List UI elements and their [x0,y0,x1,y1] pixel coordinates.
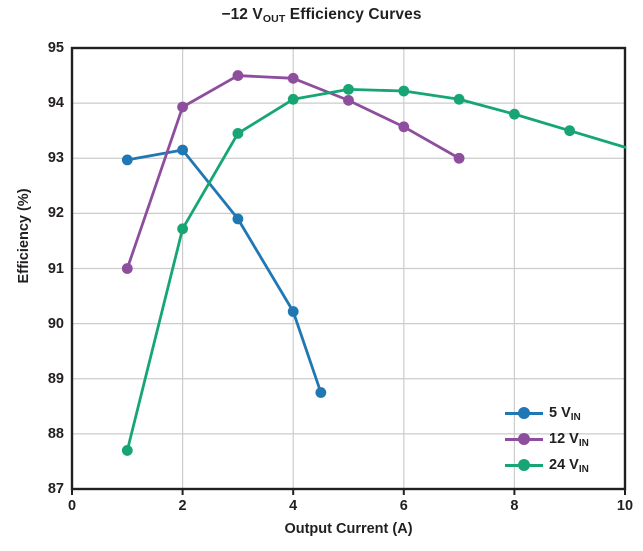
legend-label-subscript: IN [570,412,581,423]
data-point [121,154,133,166]
y-tick-label: 88 [47,425,64,442]
y-tick-label: 95 [47,40,64,56]
plot-frame [70,46,627,491]
x-tick-label: 4 [289,498,298,514]
legend-swatch-icon [505,456,543,474]
legend-swatch-icon [505,430,543,448]
x-tick-label: 10 [616,498,634,514]
data-point [453,152,465,164]
x-tick-label: 2 [178,498,187,514]
x-tick-label: 8 [510,498,519,514]
data-point [177,223,189,235]
legend-item-2: 24 VIN [505,452,589,478]
data-point [232,128,244,139]
y-tick-label: 94 [47,95,64,112]
x-axis-label: Output Current (A) [284,521,413,537]
data-point [287,72,299,84]
legend-item-0: 5 VIN [505,400,589,426]
data-point [564,125,576,137]
data-point [315,387,327,398]
data-point [121,445,133,456]
legend-label: 24 VIN [549,457,589,475]
y-tick-label: 87 [47,481,64,497]
data-point [232,70,244,81]
data-point [287,93,299,105]
data-point [509,108,520,120]
legend-label: 12 VIN [549,431,589,449]
data-point [343,83,354,95]
data-point [232,213,244,225]
data-point [453,93,465,105]
legend-label-subscript: IN [578,464,589,475]
series-line-2 [125,87,627,452]
data-point [398,121,410,133]
legend-item-1: 12 VIN [505,426,589,452]
data-point [177,101,189,113]
chart-title: −12 VOUT Efficiency Curves [0,6,643,25]
legend-swatch-icon [505,404,543,422]
y-tick-label: 90 [47,315,64,332]
data-point [343,94,354,106]
legend-label-subscript: IN [578,438,589,449]
legend-label-main: 12 V [549,431,579,447]
chart-title-main: −12 V [221,6,263,23]
chart-title-subscript: OUT [262,13,286,25]
data-point [177,144,189,156]
legend-label: 5 VIN [549,405,581,423]
chart-title-tail: Efficiency Curves [285,6,422,23]
legend-label-main: 24 V [549,457,579,473]
data-point [398,85,410,97]
y-tick-label: 92 [47,205,64,222]
y-tick-label: 89 [47,370,64,387]
data-point [121,263,133,274]
x-tick-label: 0 [67,498,77,514]
data-point [287,306,299,317]
legend-label-main: 5 V [549,405,571,421]
y-tick-label: 93 [47,150,64,167]
chart-legend: 5 VIN 12 VIN 24 VIN [505,400,589,478]
y-tick-label: 91 [47,260,64,277]
x-tick-label: 6 [399,498,408,514]
